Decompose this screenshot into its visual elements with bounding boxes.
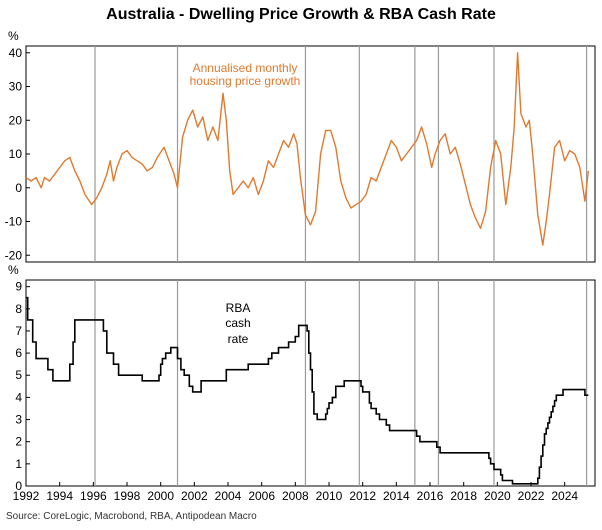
housing-growth-series: [25, 52, 589, 246]
series-annotation: housing price growth: [190, 74, 301, 88]
y-tick-label: 4: [15, 390, 22, 404]
x-tick-label: 2004: [215, 489, 242, 503]
cash-rate-series: [26, 296, 589, 485]
y-tick-label: 5: [15, 368, 22, 382]
x-tick-label: 1992: [13, 489, 40, 503]
y-tick-label: -20: [5, 248, 23, 262]
y-tick-label: 40: [9, 46, 23, 60]
x-tick-label: 2024: [551, 489, 578, 503]
panel-frame: [25, 45, 596, 263]
x-tick-label: 1994: [46, 489, 73, 503]
y-tick-label: 10: [9, 147, 23, 161]
y-tick-label: 7: [15, 324, 22, 338]
y-tick-label: 20: [9, 113, 23, 127]
x-tick-label: 2006: [248, 489, 275, 503]
y-tick-label: 0: [15, 181, 22, 195]
series-annotation: Annualised monthly: [193, 61, 298, 75]
chart-title: Australia - Dwelling Price Growth & RBA …: [106, 6, 496, 23]
x-tick-label: 2018: [450, 489, 477, 503]
source-note: Source: CoreLogic, Macrobond, RBA, Antip…: [6, 511, 257, 522]
x-tick-label: 2016: [417, 489, 444, 503]
x-tick-label: 2012: [349, 489, 376, 503]
x-tick-label: 2010: [316, 489, 343, 503]
x-tick-label: 1996: [80, 489, 107, 503]
y-tick-label: 0: [15, 479, 22, 493]
x-tick-label: 2014: [383, 489, 410, 503]
x-tick-label: 1998: [114, 489, 141, 503]
y-tick-label: 1: [15, 457, 22, 471]
series-annotation: rate: [228, 332, 249, 346]
x-tick-label: 2020: [484, 489, 511, 503]
series-annotation: RBA: [226, 301, 251, 315]
y-tick-label: 2: [15, 435, 22, 449]
series-annotation: cash: [225, 316, 250, 330]
y-tick-label: -10: [5, 215, 23, 229]
y-tick-label: 30: [9, 80, 23, 94]
x-tick-label: 2022: [518, 489, 545, 503]
x-tick-label: 2000: [147, 489, 174, 503]
y-tick-label: 8: [15, 302, 22, 316]
y-tick-label: 3: [15, 413, 22, 427]
y-unit-label: %: [8, 29, 19, 43]
y-tick-label: 9: [15, 280, 22, 294]
y-unit-label: %: [8, 263, 19, 277]
x-tick-label: 2002: [181, 489, 208, 503]
x-tick-label: 2008: [282, 489, 309, 503]
y-tick-label: 6: [15, 346, 22, 360]
panel-frame: [25, 279, 596, 487]
